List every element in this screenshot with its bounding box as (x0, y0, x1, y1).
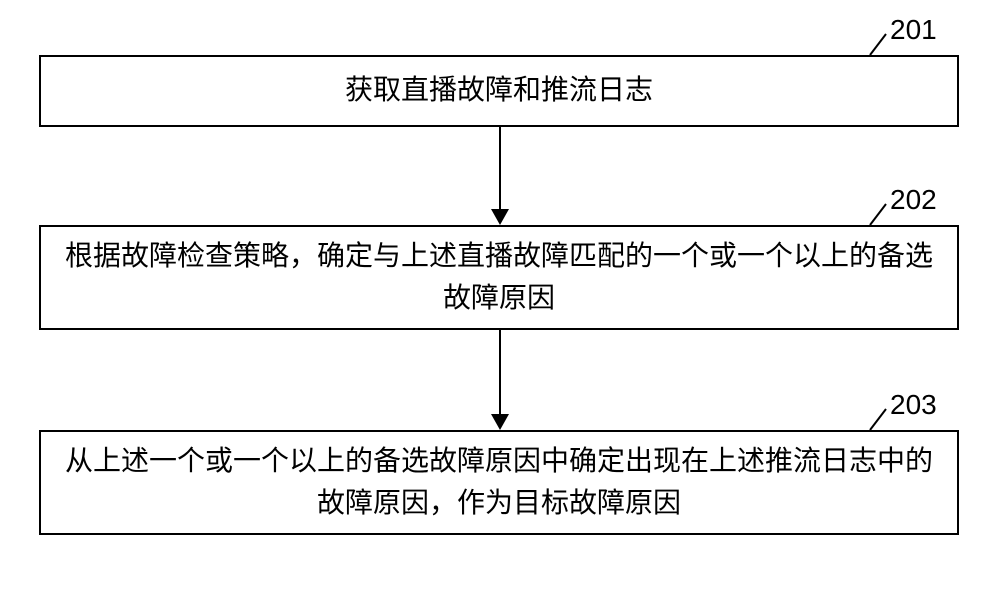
step-label-202: 202 (890, 184, 937, 216)
step-box-203: 从上述一个或一个以上的备选故障原因中确定出现在上述推流日志中的故障原因，作为目标… (39, 430, 959, 535)
label-connector-201 (868, 30, 893, 58)
step-text-203: 从上述一个或一个以上的备选故障原因中确定出现在上述推流日志中的故障原因，作为目标… (61, 441, 937, 525)
step-label-203: 203 (890, 389, 937, 421)
arrow-line-2 (499, 330, 501, 414)
arrow-line-1 (499, 127, 501, 209)
step-label-201: 201 (890, 14, 937, 46)
label-connector-203 (868, 405, 893, 433)
step-box-201: 获取直播故障和推流日志 (39, 55, 959, 127)
arrow-head-2 (491, 414, 509, 430)
flowchart-container: 获取直播故障和推流日志 201 根据故障检查策略，确定与上述直播故障匹配的一个或… (0, 0, 1000, 589)
arrow-head-1 (491, 209, 509, 225)
step-box-202: 根据故障检查策略，确定与上述直播故障匹配的一个或一个以上的备选故障原因 (39, 225, 959, 330)
step-text-202: 根据故障检查策略，确定与上述直播故障匹配的一个或一个以上的备选故障原因 (61, 236, 937, 320)
step-text-201: 获取直播故障和推流日志 (345, 70, 653, 112)
label-connector-202 (868, 200, 893, 228)
